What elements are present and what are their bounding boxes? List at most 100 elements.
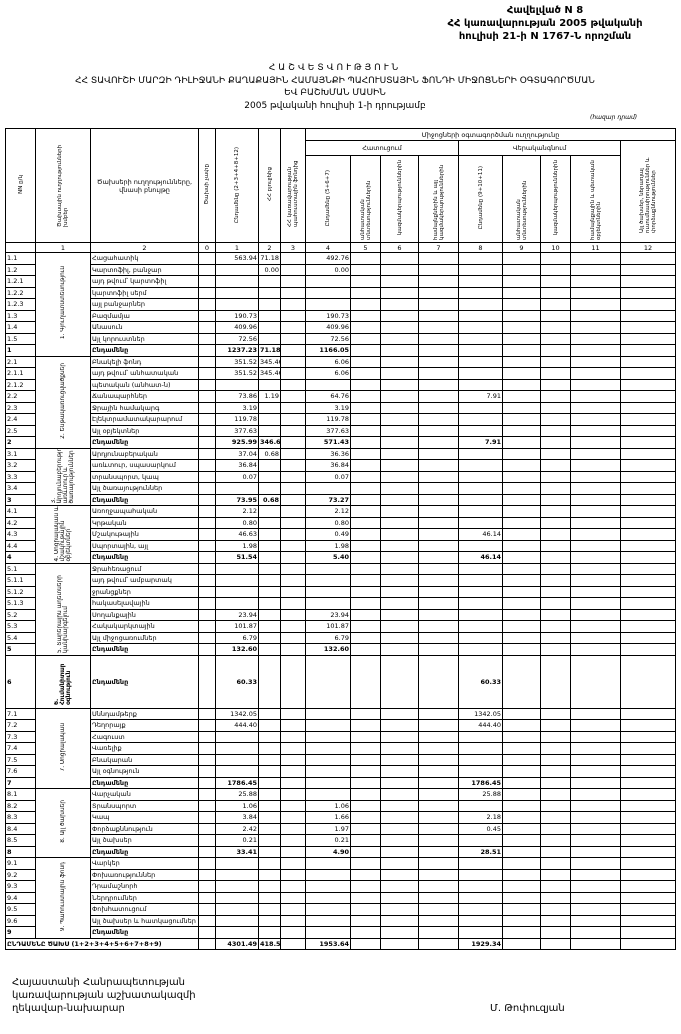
cell: [418, 275, 459, 288]
unit: (հազար դրամ): [590, 114, 638, 121]
cell: [502, 482, 541, 495]
cell: [619, 309, 677, 322]
table-row: 1.4 Անասուն 409.96 409.96: [5, 321, 677, 334]
cell: [350, 914, 381, 927]
cell: [350, 551, 381, 564]
cell: [280, 903, 306, 916]
cell: [198, 263, 216, 276]
row-number: 2.5: [5, 424, 36, 437]
cell: [305, 880, 351, 893]
row-number: 2.1: [5, 355, 36, 368]
cell: [418, 252, 459, 265]
cell: [215, 585, 259, 598]
cell: [258, 528, 281, 541]
cell: [215, 891, 259, 904]
cell: [619, 493, 677, 506]
cell: [305, 903, 351, 916]
table-row: 5.3 Հակակարկտային 101.87 101.87: [5, 620, 677, 633]
cell: [458, 493, 503, 506]
cell: [418, 654, 459, 709]
cell: 1.97: [305, 822, 351, 835]
cell: [619, 620, 677, 633]
cell: [619, 719, 677, 732]
cell: [458, 631, 503, 644]
table-row: 1.5 Այլ կորուստներ 72.56 72.56: [5, 332, 677, 345]
table-row: 3.3 տրանսպորտ, կապ 0.07 0.07: [5, 470, 677, 483]
cell: [418, 799, 459, 812]
cell: [198, 424, 216, 437]
cell: [198, 765, 216, 778]
cell: [198, 367, 216, 380]
header-row: NN ը/կ Ծախսային ուղղությունների խմբեր Ծախս…: [5, 128, 677, 243]
row-name: Ներդրումներ: [90, 891, 199, 904]
cell: [619, 845, 677, 858]
cell: 71.18: [258, 344, 281, 357]
cell: [418, 551, 459, 564]
cell: 6.79: [305, 631, 351, 644]
cell: [418, 367, 459, 380]
cell: [619, 539, 677, 552]
cell: [619, 643, 677, 656]
cell: [258, 585, 281, 598]
cell: 1.19: [258, 390, 281, 403]
cell: [280, 367, 306, 380]
cell: [619, 574, 677, 587]
table-row: 4.2 Կրթական 0.80 0.80: [5, 516, 677, 529]
column-header-text: ՀՀ բյուջեից: [266, 167, 273, 202]
cell: [619, 459, 677, 472]
cell: [305, 597, 351, 610]
cell: [350, 822, 381, 835]
cell: 6.06: [305, 355, 351, 368]
cell: [280, 436, 306, 449]
cell: [380, 880, 419, 893]
table-row: 9.2 Փոխառություններ: [5, 868, 677, 881]
cell: [418, 822, 459, 835]
cell: [418, 516, 459, 529]
column-number-row: 1 2 0 1 2 3 4 5 6 7 8 9 10 11 12: [5, 242, 677, 253]
row-number: 1: [5, 344, 36, 357]
cell: [619, 470, 677, 483]
column-header: Ծախսերի ուղղությունները, վնասի բնույթը: [90, 128, 199, 243]
cell: [418, 937, 459, 950]
annex-line: Հավելված N 8: [506, 5, 584, 16]
column-header-text: անհատական տնտեսություններին: [515, 180, 528, 240]
cell: [502, 551, 541, 564]
cell: [280, 574, 306, 587]
cell: [198, 799, 216, 812]
cell: [350, 631, 381, 644]
cell: 1929.34: [458, 937, 503, 950]
cell: 36.84: [215, 459, 259, 472]
cell: [305, 298, 351, 311]
cell: [350, 516, 381, 529]
row-number: 4: [5, 551, 36, 564]
cell: [570, 926, 621, 939]
row-number: 2.4: [5, 413, 36, 426]
cell: [280, 891, 306, 904]
row-number: 1.1: [5, 252, 36, 265]
cell: [502, 643, 541, 656]
cell: [258, 275, 281, 288]
column-number: 1: [35, 242, 91, 253]
row-number: 9.6: [5, 914, 36, 927]
row-name: Դրամաշնորհ: [90, 880, 199, 893]
row-number: 1.2.2: [5, 286, 36, 299]
cell: [350, 857, 381, 870]
cell: 46.14: [458, 551, 503, 564]
cell: 46.14: [458, 528, 503, 541]
cell: [280, 413, 306, 426]
table-row: 9.6 Այլ ծախսեր և հատկացումներ: [5, 914, 677, 927]
cell: [350, 378, 381, 391]
cell: [198, 776, 216, 789]
column-header: Ընդամենը (9+10+11): [458, 155, 503, 243]
cell: [418, 765, 459, 778]
cell: [540, 730, 571, 743]
row-name: Ընդամենը: [90, 926, 199, 939]
table-row: 1 Ընդամենը 1237.23 71.18 1166.05: [5, 344, 677, 357]
group-label: 4. Սոցիալական և մշակութային օբյեկտներ: [35, 505, 91, 564]
cell: [570, 344, 621, 357]
cell: [258, 719, 281, 732]
cell: [258, 470, 281, 483]
cell: [458, 321, 503, 334]
cell: [280, 332, 306, 345]
cell: [380, 298, 419, 311]
